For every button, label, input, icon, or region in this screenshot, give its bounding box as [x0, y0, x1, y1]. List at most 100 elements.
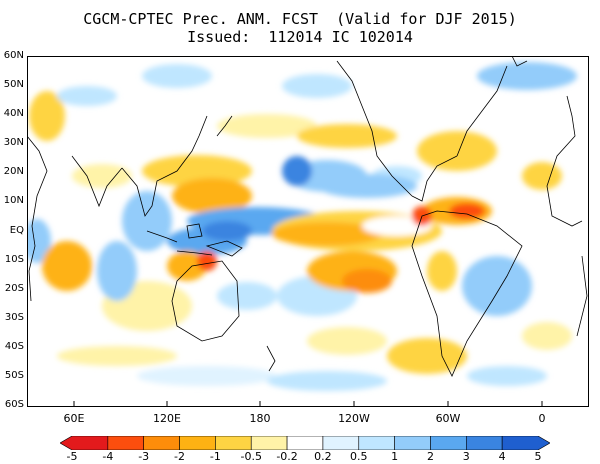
- australia-coast: [171, 260, 240, 342]
- lon-label-0: 0: [538, 412, 546, 425]
- anomaly-fields: [27, 62, 577, 391]
- wet-patch: [172, 178, 252, 214]
- colorbar-swatch: [286, 436, 324, 450]
- java-coast: [176, 250, 213, 256]
- dry-patch: [97, 241, 137, 301]
- wet-patch: [522, 162, 562, 190]
- africa-west-coast: [546, 95, 583, 227]
- lat-label-eq: EQ: [9, 225, 24, 236]
- africa-sw-coast: [576, 255, 588, 337]
- axis-ticks: [73, 401, 543, 407]
- new-zealand-coast: [266, 345, 276, 372]
- colorbar-label: 3: [462, 450, 470, 463]
- wet-patch: [217, 114, 317, 138]
- lat-label-50s: 50S: [4, 370, 24, 381]
- colorbar-label: -4: [102, 450, 114, 463]
- colorbar-swatch: [466, 436, 503, 450]
- map-frame: [27, 56, 589, 407]
- colorbar-label: 2: [426, 450, 434, 463]
- colorbar-label: -1: [209, 450, 221, 463]
- colorbar-swatch: [322, 436, 360, 450]
- lon-label-120e: 120E: [153, 412, 181, 425]
- dry-patch: [202, 221, 252, 241]
- wet-patch: [449, 203, 485, 219]
- lon-label-180: 180: [249, 412, 271, 425]
- wet-patch: [272, 222, 382, 246]
- lat-label-10n: 10N: [3, 195, 24, 206]
- wet-patch: [417, 131, 497, 171]
- lat-label-20n: 20N: [3, 166, 24, 177]
- dry-patch: [282, 156, 312, 186]
- wet-patch: [427, 251, 457, 291]
- lat-label-60s: 60S: [4, 399, 24, 410]
- dry-patch: [282, 74, 352, 98]
- colorbar-label: -0.5: [240, 450, 262, 463]
- dry-patch: [137, 366, 277, 386]
- lat-label-30s: 30S: [4, 312, 24, 323]
- dry-patch: [467, 366, 547, 386]
- colorbar-label: -5: [66, 450, 78, 463]
- wet-patch: [29, 91, 65, 141]
- colorbar-swatch: [501, 436, 550, 450]
- colorbar-swatch: [107, 436, 144, 450]
- wet-patch: [522, 322, 572, 350]
- colorbar-swatch: [250, 436, 288, 450]
- wet-patch: [297, 124, 397, 148]
- wet-patch: [342, 269, 392, 293]
- central-america-coast: [411, 155, 458, 202]
- lat-label-20s: 20S: [4, 283, 24, 294]
- issued-date: Issued: 112014 IC 102014: [187, 28, 413, 46]
- africa-coast: [27, 135, 48, 302]
- dry-patch: [122, 191, 172, 251]
- colorbar-label: 0.5: [350, 450, 368, 463]
- se-asia-coast: [121, 115, 208, 217]
- dry-patch: [267, 371, 387, 391]
- colorbar-label: 4: [498, 450, 506, 463]
- colorbar-swatch: [394, 436, 431, 450]
- dry-patch: [477, 62, 577, 90]
- colorbar-swatch: [358, 436, 395, 450]
- colorbar: [60, 436, 550, 450]
- colorbar-swatch: [430, 436, 467, 450]
- wet-patch: [197, 251, 217, 271]
- lon-label-60e: 60E: [63, 412, 85, 425]
- new-guinea-coast: [205, 240, 243, 257]
- lat-label-40s: 40S: [4, 341, 24, 352]
- wet-patch: [387, 338, 467, 374]
- lat-label-10s: 10S: [4, 254, 24, 265]
- dry-patch: [317, 174, 417, 198]
- lat-label-40n: 40N: [3, 108, 24, 119]
- north-america-coast: [336, 60, 413, 197]
- lat-label-50n: 50N: [3, 79, 24, 90]
- colorbar-label: -2: [174, 450, 186, 463]
- wet-patch: [307, 327, 387, 355]
- wet-patch: [72, 164, 132, 188]
- colorbar-label: -0.2: [276, 450, 298, 463]
- wet-patch: [167, 251, 207, 281]
- map-title: CGCM-CPTEC Prec. ANM. FCST (Valid for DJ…: [83, 10, 517, 28]
- sumatra-coast: [146, 230, 178, 243]
- na-east-coast: [456, 65, 508, 157]
- colorbar-label: 1: [391, 450, 399, 463]
- wet-patch: [42, 241, 92, 291]
- south-america-coast: [411, 210, 523, 377]
- dry-patch: [57, 86, 117, 106]
- dry-patch: [142, 64, 212, 88]
- colorbar-label: 0.2: [314, 450, 332, 463]
- greenland-coast: [511, 56, 528, 67]
- colorbar-swatch: [179, 436, 216, 450]
- wet-patch: [57, 346, 177, 366]
- precipitation-anomaly-map: [27, 56, 589, 407]
- borneo-coast: [186, 223, 203, 239]
- lon-label-120w: 120W: [338, 412, 370, 425]
- dry-patch: [217, 282, 277, 310]
- colorbar-label: 5: [534, 450, 542, 463]
- colorbar-label: -3: [138, 450, 150, 463]
- india-coast: [71, 155, 123, 208]
- lat-label-30n: 30N: [3, 137, 24, 148]
- japan-coast: [216, 115, 233, 137]
- dry-patch: [462, 256, 532, 316]
- coastlines: [27, 56, 588, 377]
- lon-label-60w: 60W: [435, 412, 461, 425]
- colorbar-swatch: [143, 436, 180, 450]
